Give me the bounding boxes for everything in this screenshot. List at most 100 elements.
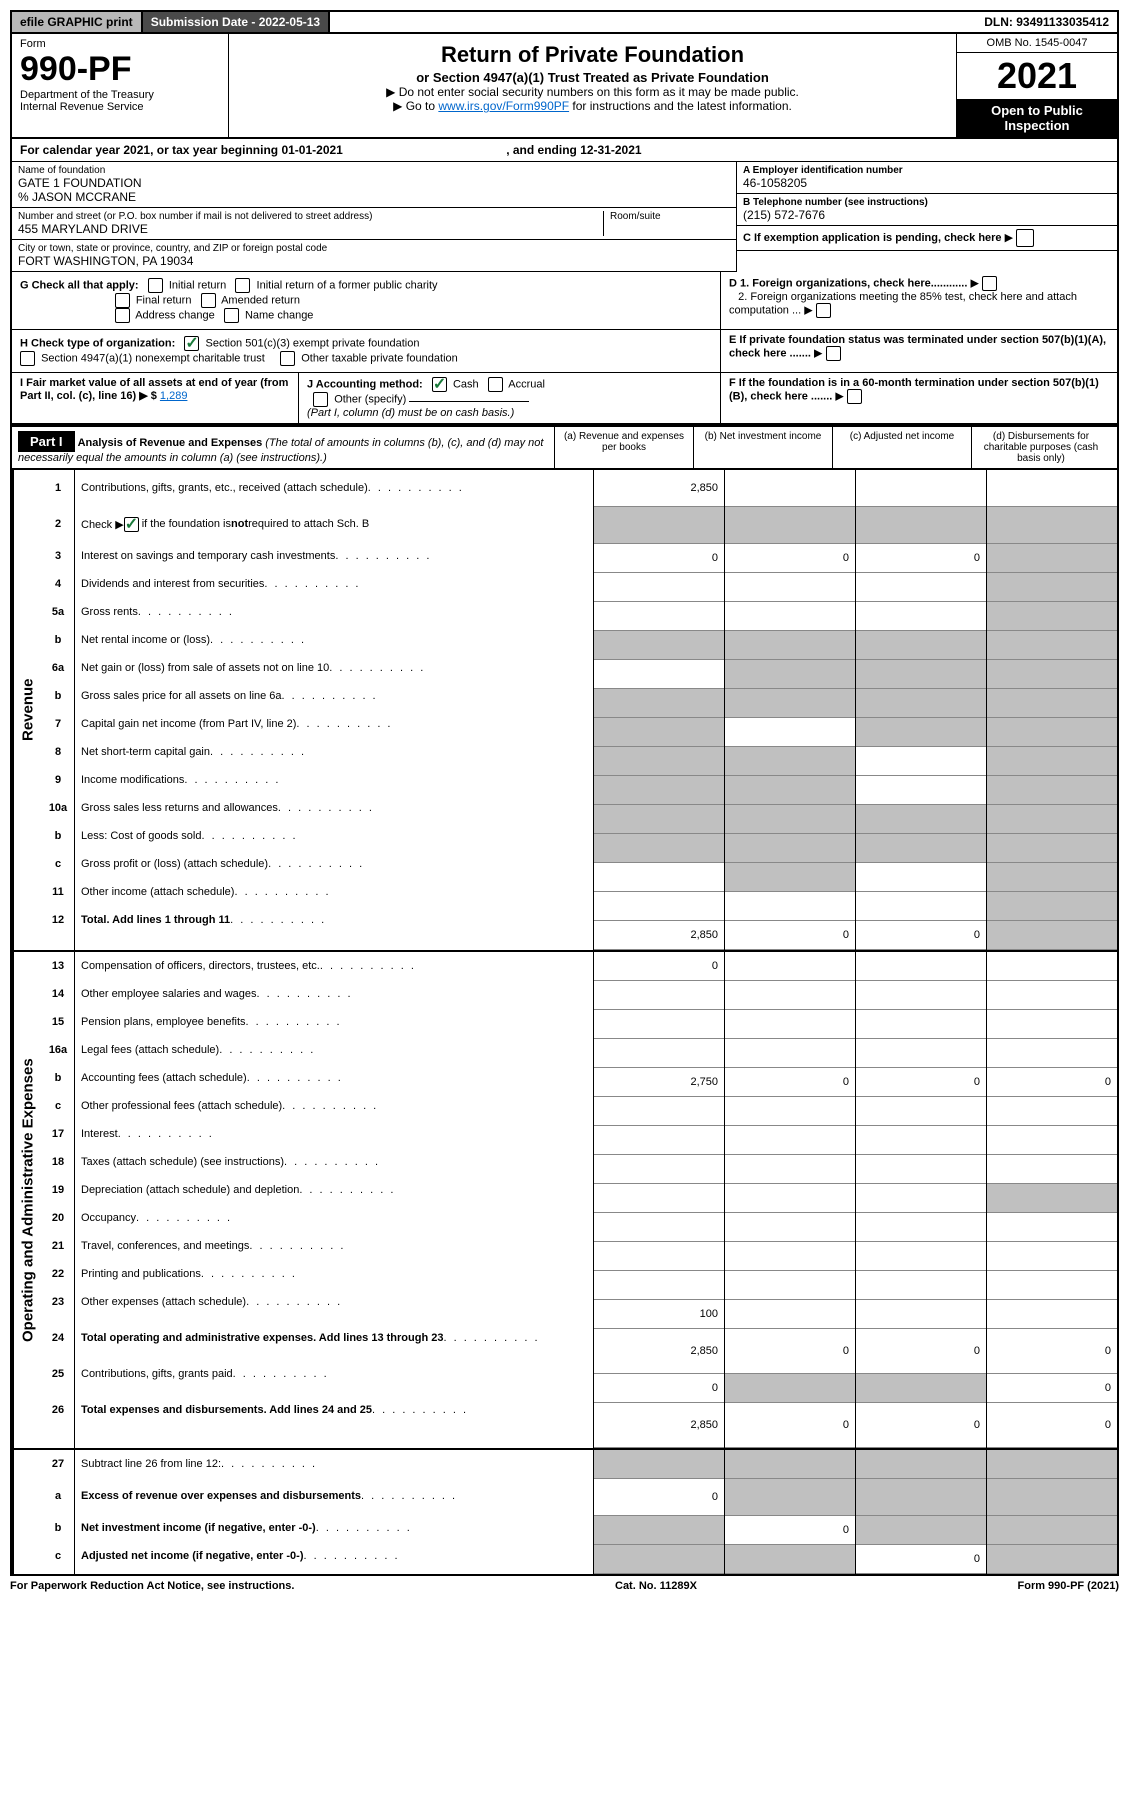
line-number: b [42,626,74,654]
amount-cell: 0 [856,921,986,950]
line-number: 19 [42,1176,74,1204]
irs-link[interactable]: www.irs.gov/Form990PF [438,99,569,113]
name-change-checkbox[interactable] [224,308,239,323]
amount-cell [725,1039,855,1068]
amount-cell [856,1039,986,1068]
amount-cell: 0 [987,1329,1117,1374]
amended-return-checkbox[interactable] [201,293,216,308]
line-number: b [42,682,74,710]
line-number: 3 [42,542,74,570]
amount-cell [856,776,986,805]
exemption-checkbox[interactable] [1016,229,1034,247]
efile-print-button[interactable]: efile GRAPHIC print [12,12,143,32]
amount-cell [987,1516,1117,1545]
revenue-side-label: Revenue [12,470,42,950]
amount-cell [725,863,855,892]
city-cell: City or town, state or province, country… [12,240,736,272]
top-bar: efile GRAPHIC print Submission Date - 20… [10,10,1119,34]
col-b-header: (b) Net investment income [694,427,833,468]
amount-cell [594,718,724,747]
amount-cell: 0 [987,1403,1117,1448]
amount-cell [856,952,986,981]
other-method-checkbox[interactable] [313,392,328,407]
line-number: 24 [42,1316,74,1360]
amount-cell: 0 [856,544,986,573]
amount-cell [987,631,1117,660]
amount-cell [725,1155,855,1184]
amount-cell [594,1039,724,1068]
entity-info: Name of foundation GATE 1 FOUNDATION % J… [10,162,1119,272]
amount-cell [594,507,724,544]
line-number: 18 [42,1148,74,1176]
amount-cell: 2,850 [594,470,724,507]
amount-cell [725,1450,855,1479]
amount-cell [725,776,855,805]
4947-checkbox[interactable] [20,351,35,366]
exp-line-nums: 13141516abc17181920212223242526 [42,952,75,1448]
amount-cell [594,805,724,834]
line-description: Compensation of officers, directors, tru… [75,952,593,980]
terminated-checkbox[interactable] [826,346,841,361]
initial-former-checkbox[interactable] [235,278,250,293]
amount-cell [987,660,1117,689]
line-description: Net short-term capital gain [75,738,593,766]
goto-note: ▶ Go to www.irs.gov/Form990PF for instru… [235,99,950,113]
address-cell: Number and street (or P.O. box number if… [12,208,736,240]
foreign-org-checkbox[interactable] [982,276,997,291]
irs-label: Internal Revenue Service [20,101,144,113]
line-number: 2 [42,506,74,542]
foreign-85-checkbox[interactable] [816,303,831,318]
amount-cell [594,863,724,892]
amount-cell [987,1010,1117,1039]
amount-cell [856,1516,986,1545]
amount-cell [594,602,724,631]
line-description: Total operating and administrative expen… [75,1316,593,1360]
line-number: 17 [42,1120,74,1148]
amount-cell [987,1184,1117,1213]
rev-col-b: 00 [724,470,855,950]
amount-cell [725,689,855,718]
60month-checkbox[interactable] [847,389,862,404]
amount-cell [725,1545,855,1574]
amount-cell [856,863,986,892]
line-number: 26 [42,1388,74,1432]
amount-cell [856,1213,986,1242]
line-number: c [42,850,74,878]
final-return-checkbox[interactable] [115,293,130,308]
schb-checkbox[interactable] [124,517,139,532]
accrual-checkbox[interactable] [488,377,503,392]
initial-return-checkbox[interactable] [148,278,163,293]
line-description: Income modifications [75,766,593,794]
line-number: 11 [42,878,74,906]
address-change-checkbox[interactable] [115,308,130,323]
amount-cell [987,470,1117,507]
amount-cell [594,1184,724,1213]
501c3-checkbox[interactable] [184,336,199,351]
amount-cell [725,1097,855,1126]
amount-cell [987,1545,1117,1574]
check-section-he: H Check type of organization: Section 50… [10,330,1119,373]
line-description: Other professional fees (attach schedule… [75,1092,593,1120]
tax-year: 2021 [957,53,1117,99]
g-checks: G Check all that apply: Initial return I… [12,272,721,329]
line-description: Taxes (attach schedule) (see instruction… [75,1148,593,1176]
foundation-name-cell: Name of foundation GATE 1 FOUNDATION % J… [12,162,736,208]
amount-cell [987,1155,1117,1184]
line-description: Adjusted net income (if negative, enter … [75,1542,593,1570]
line-description: Contributions, gifts, grants paid [75,1360,593,1388]
amount-cell [594,981,724,1010]
amount-cell [725,507,855,544]
amount-cell [987,1300,1117,1329]
line-number: b [42,1064,74,1092]
line-number: 25 [42,1360,74,1388]
line-number: 9 [42,766,74,794]
exp-col-d: 0000 [986,952,1117,1448]
part1-title-cell: Part I Analysis of Revenue and Expenses … [12,427,555,468]
omb-number: OMB No. 1545-0047 [957,34,1117,53]
net-col-c: 0 [855,1450,986,1574]
dln-number: DLN: 93491133035412 [976,12,1117,32]
other-taxable-checkbox[interactable] [280,351,295,366]
net-descriptions: Subtract line 26 from line 12: Excess of… [75,1450,593,1574]
form-subtitle: or Section 4947(a)(1) Trust Treated as P… [235,70,950,85]
cash-checkbox[interactable] [432,377,447,392]
